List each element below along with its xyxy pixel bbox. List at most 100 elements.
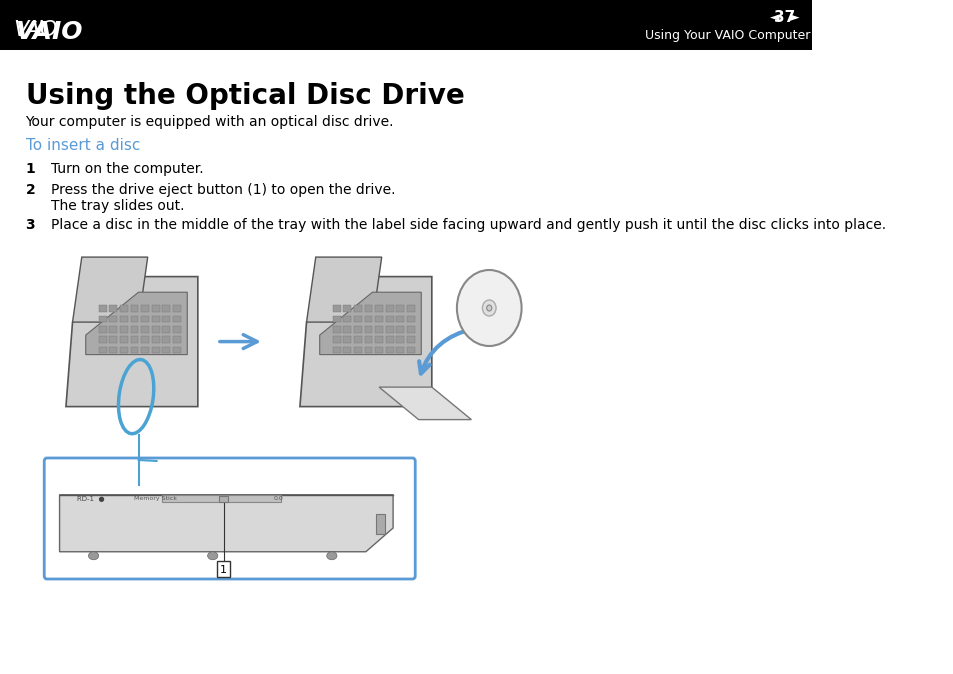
Bar xyxy=(385,336,394,343)
Bar xyxy=(110,326,117,332)
Bar xyxy=(161,495,280,502)
Text: 1: 1 xyxy=(220,565,227,575)
Bar xyxy=(141,326,149,332)
Bar xyxy=(406,347,415,353)
Bar xyxy=(343,336,351,343)
Bar xyxy=(385,305,394,311)
Bar xyxy=(172,315,180,322)
Bar xyxy=(99,326,107,332)
Bar xyxy=(120,336,128,343)
Bar xyxy=(131,326,138,332)
Text: 0.0: 0.0 xyxy=(274,497,283,501)
Polygon shape xyxy=(59,495,393,552)
Bar xyxy=(395,305,404,311)
Bar xyxy=(406,326,415,332)
FancyBboxPatch shape xyxy=(44,458,415,579)
Bar xyxy=(99,347,107,353)
Bar xyxy=(172,326,180,332)
Bar xyxy=(343,347,351,353)
Bar xyxy=(333,305,340,311)
Bar xyxy=(162,336,170,343)
Bar xyxy=(110,347,117,353)
Bar xyxy=(141,336,149,343)
Bar xyxy=(172,305,180,311)
Bar xyxy=(110,315,117,322)
Polygon shape xyxy=(66,276,197,406)
Bar xyxy=(385,347,394,353)
Bar xyxy=(218,495,228,501)
Bar xyxy=(364,336,372,343)
Polygon shape xyxy=(378,387,471,420)
Ellipse shape xyxy=(208,552,217,559)
Bar xyxy=(354,347,361,353)
Bar xyxy=(162,315,170,322)
Bar xyxy=(110,305,117,311)
Bar xyxy=(162,347,170,353)
Bar xyxy=(162,305,170,311)
Bar xyxy=(131,347,138,353)
Text: Memory Stick: Memory Stick xyxy=(134,497,177,501)
Bar xyxy=(364,347,372,353)
Bar xyxy=(120,315,128,322)
Bar xyxy=(152,336,159,343)
Bar xyxy=(131,315,138,322)
Text: $\mathbf{\mathit{V\!A\!I\!O}}$: $\mathbf{\mathit{V\!A\!I\!O}}$ xyxy=(12,20,57,40)
Bar xyxy=(395,315,404,322)
Text: Place a disc in the middle of the tray with the label side facing upward and gen: Place a disc in the middle of the tray w… xyxy=(51,218,885,232)
Bar xyxy=(354,305,361,311)
Bar xyxy=(152,305,159,311)
Bar xyxy=(0,0,811,50)
Bar xyxy=(152,315,159,322)
Bar xyxy=(354,326,361,332)
Bar xyxy=(375,315,382,322)
Bar xyxy=(333,326,340,332)
Text: ►: ► xyxy=(789,11,799,24)
Bar xyxy=(99,305,107,311)
Bar xyxy=(216,561,231,577)
Bar xyxy=(364,326,372,332)
Circle shape xyxy=(482,300,496,316)
Bar xyxy=(110,336,117,343)
Polygon shape xyxy=(306,257,381,322)
Bar xyxy=(375,305,382,311)
Bar xyxy=(354,336,361,343)
Bar xyxy=(395,336,404,343)
Bar xyxy=(375,336,382,343)
Bar xyxy=(131,305,138,311)
Text: 3: 3 xyxy=(26,218,35,232)
Bar xyxy=(395,347,404,353)
Text: Turn on the computer.: Turn on the computer. xyxy=(51,162,203,176)
Bar xyxy=(333,336,340,343)
Bar xyxy=(141,305,149,311)
Bar xyxy=(395,326,404,332)
Text: Using the Optical Disc Drive: Using the Optical Disc Drive xyxy=(26,82,464,110)
Bar xyxy=(364,315,372,322)
Bar xyxy=(152,326,159,332)
Circle shape xyxy=(456,270,521,346)
Bar xyxy=(99,315,107,322)
Polygon shape xyxy=(86,293,187,355)
Bar xyxy=(162,326,170,332)
Bar xyxy=(120,305,128,311)
Bar xyxy=(141,347,149,353)
Bar xyxy=(406,336,415,343)
Text: Your computer is equipped with an optical disc drive.: Your computer is equipped with an optica… xyxy=(26,115,394,129)
Bar xyxy=(343,326,351,332)
Bar xyxy=(375,347,382,353)
Bar xyxy=(354,315,361,322)
Text: RD-1  ●: RD-1 ● xyxy=(76,496,104,502)
Circle shape xyxy=(486,305,492,311)
Bar xyxy=(375,326,382,332)
Text: 1: 1 xyxy=(26,162,35,176)
Text: To insert a disc: To insert a disc xyxy=(26,138,140,153)
Bar xyxy=(172,336,180,343)
Bar xyxy=(343,305,351,311)
Bar xyxy=(385,326,394,332)
Bar xyxy=(343,315,351,322)
Bar xyxy=(141,315,149,322)
Bar xyxy=(406,305,415,311)
Bar xyxy=(375,514,384,534)
Bar xyxy=(172,347,180,353)
Bar xyxy=(385,315,394,322)
Ellipse shape xyxy=(89,552,98,559)
